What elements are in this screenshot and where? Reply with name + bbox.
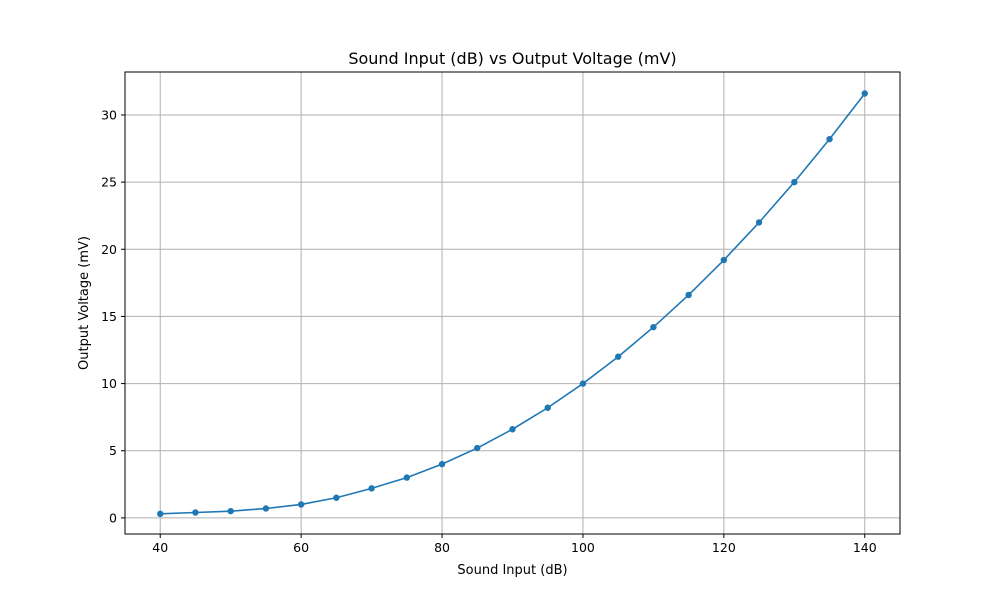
data-point [368,485,375,492]
y-axis-label: Output Voltage (mV) [77,236,92,370]
data-point [544,404,551,411]
x-tick-label: 60 [293,540,309,555]
data-point [685,291,692,299]
data-point [157,510,164,518]
x-tick-label: 80 [434,540,450,555]
data-point [474,444,481,452]
data-point [861,90,868,97]
y-tick-label: 25 [101,175,117,190]
y-tick-label: 0 [109,510,117,525]
plot-frame [124,71,901,535]
data-point [438,460,446,468]
x-tick-label: 120 [712,540,736,555]
data-point [403,474,411,481]
x-tick-label: 100 [571,540,595,555]
y-tick-label: 10 [101,376,117,391]
data-point [755,219,763,226]
data-point [192,509,199,516]
data-point [720,256,728,264]
y-tick-label: 5 [109,443,117,458]
data-point [262,505,270,512]
axis-ticks: 40 60 80 100 120 140 0 5 10 15 20 25 30 [101,107,877,555]
data-point [297,501,305,508]
x-axis-label: Sound Input (dB) [457,563,567,578]
series-layer [157,90,868,518]
grid-lines [125,72,900,534]
data-point [227,507,234,515]
data-point [826,135,833,143]
data-point [579,380,587,387]
data-point [333,494,340,501]
y-tick-label: 15 [101,309,117,324]
y-tick-label: 20 [101,242,117,257]
data-point [509,426,516,433]
chart-title: Sound Input (dB) vs Output Voltage (mV) [348,49,676,68]
data-point [614,353,622,360]
x-tick-label: 40 [152,540,168,555]
data-point [791,178,798,186]
x-tick-label: 140 [853,540,877,555]
y-tick-label: 30 [101,107,117,122]
data-point [650,323,657,331]
